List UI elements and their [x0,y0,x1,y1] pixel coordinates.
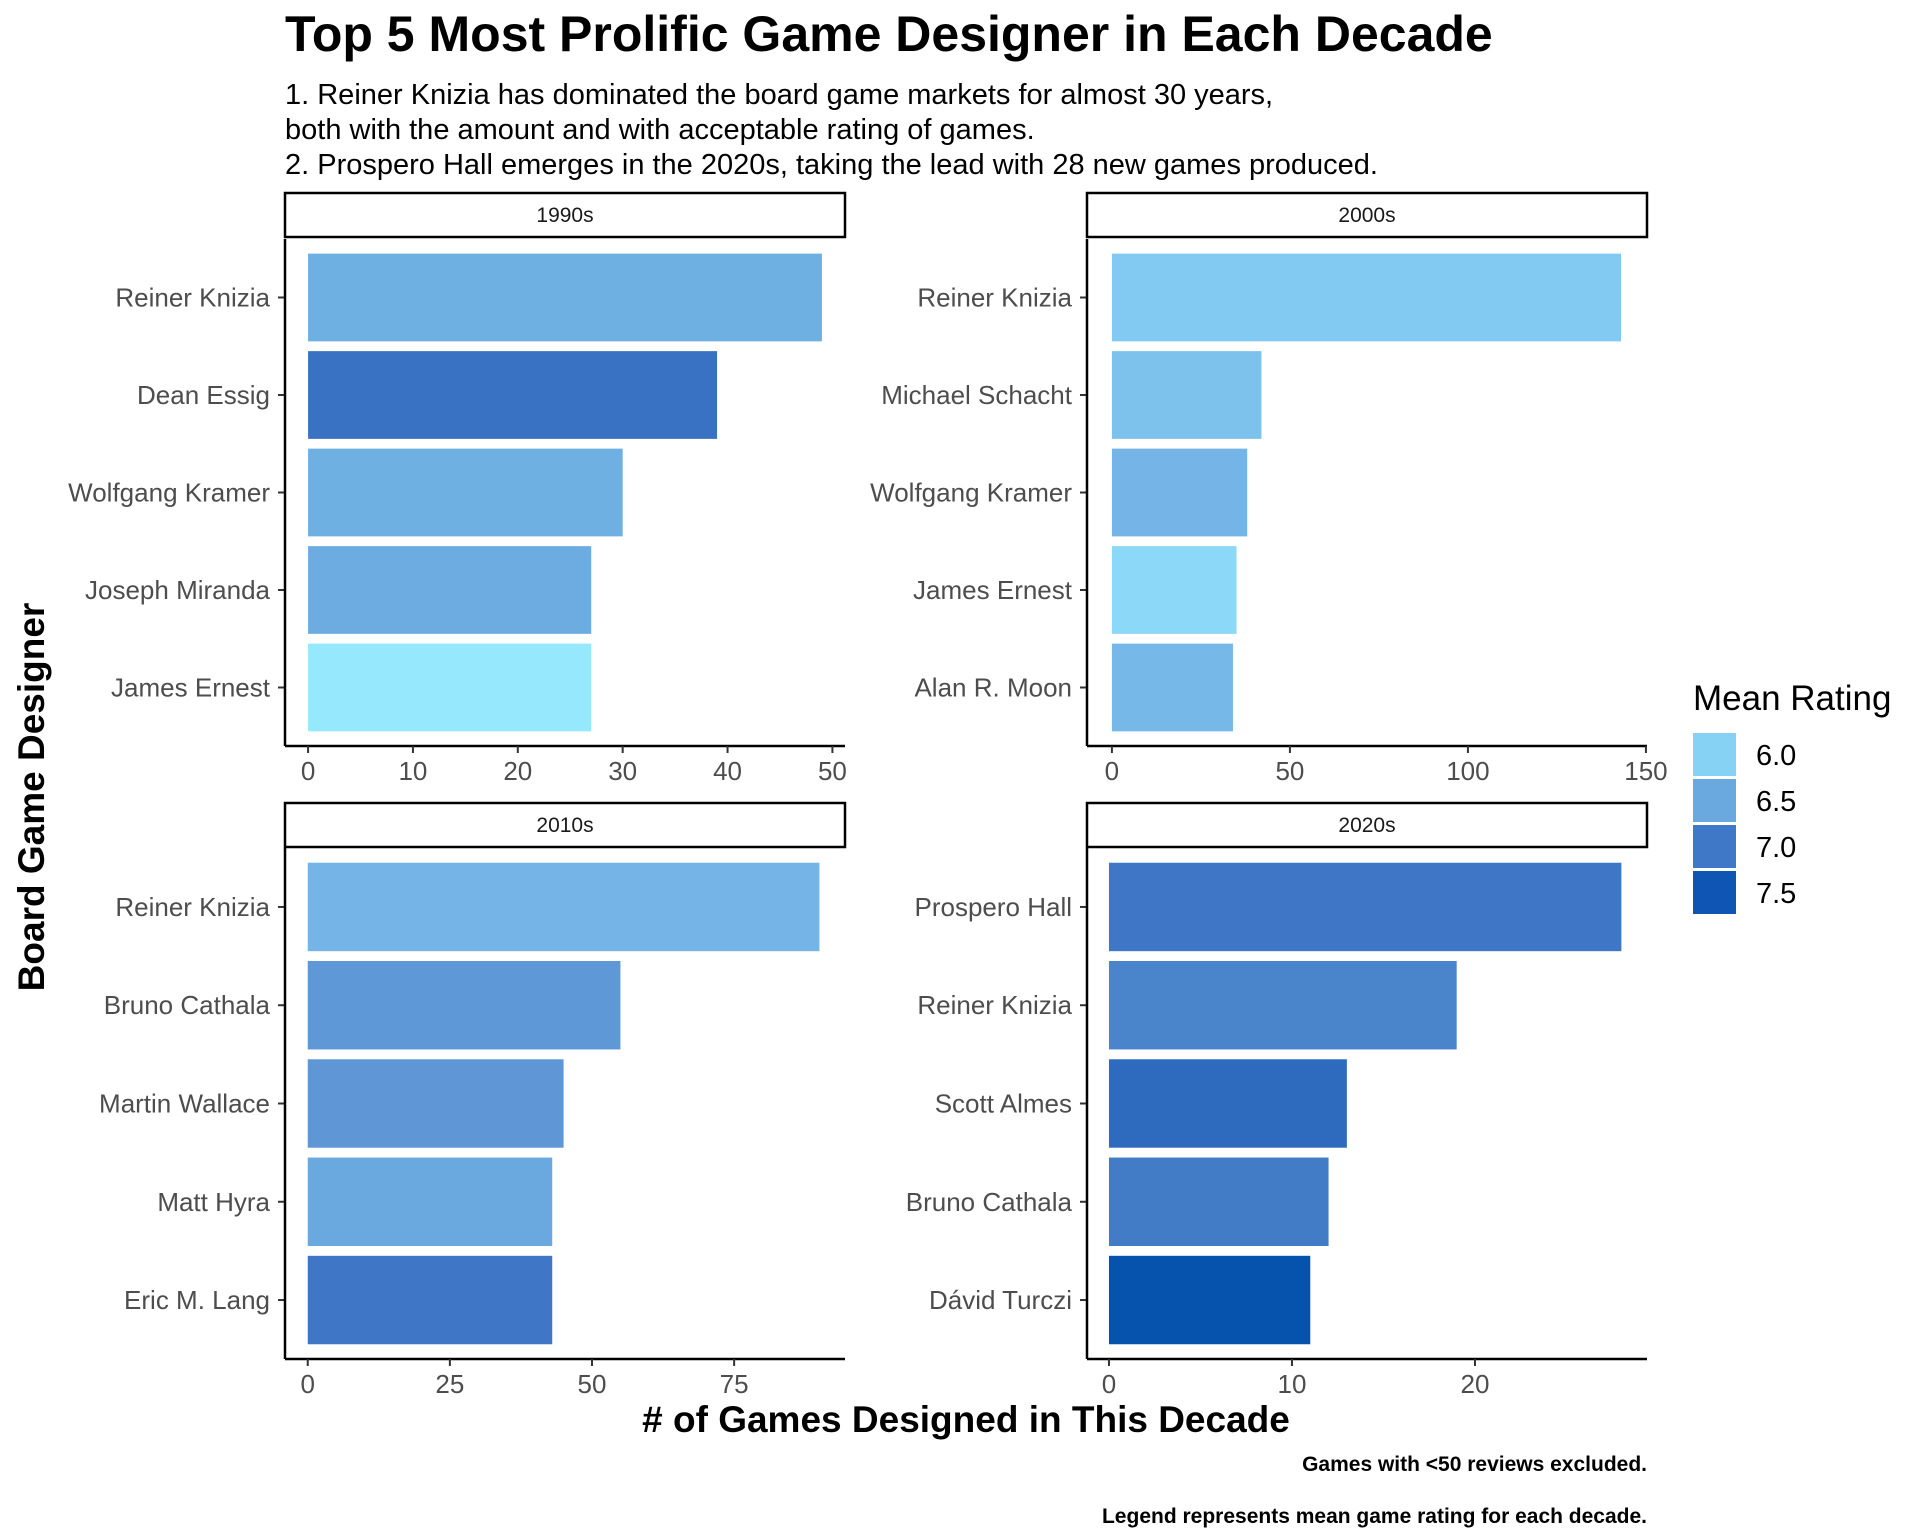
bar [308,448,623,537]
x-axis-title: # of Games Designed in This Decade [642,1399,1290,1440]
legend-swatch [1693,779,1736,822]
bar [307,1157,553,1246]
bar [307,1059,564,1148]
y-tick-label: James Ernest [913,575,1073,605]
y-tick-label: Bruno Cathala [104,990,271,1020]
bar [307,1255,553,1345]
y-tick-label: Dávid Turczi [929,1285,1072,1315]
subtitle-line: 2. Prospero Hall emerges in the 2020s, t… [285,149,1378,181]
facet-label: 1990s [536,204,593,227]
x-tick-label: 0 [301,756,315,786]
bar [1108,1255,1311,1345]
y-tick-label: Matt Hyra [157,1187,270,1217]
x-tick-label: 10 [1278,1369,1307,1399]
y-tick-label: Wolfgang Kramer [870,478,1072,508]
y-tick-label: Dean Essig [137,380,270,410]
x-tick-label: 30 [608,756,637,786]
legend-swatch [1693,733,1736,776]
x-tick-label: 20 [503,756,532,786]
subtitle-line: 1. Reiner Knizia has dominated the board… [285,79,1274,111]
y-tick-label: Reiner Knizia [917,990,1072,1020]
y-tick-label: Michael Schacht [881,380,1073,410]
x-tick-label: 0 [1105,756,1119,786]
y-tick-label: Reiner Knizia [115,892,270,922]
legend-label: 7.5 [1756,878,1796,910]
x-tick-label: 10 [398,756,427,786]
x-tick-label: 25 [435,1369,464,1399]
bar [1111,546,1237,634]
bar [1111,643,1233,732]
bar [1108,1059,1347,1148]
facet-strip [283,191,847,239]
facet-label: 2010s [536,814,593,837]
y-tick-label: Wolfgang Kramer [68,478,270,508]
y-tick-label: Eric M. Lang [124,1285,270,1315]
subtitle-line: both with the amount and with acceptable… [285,114,1035,146]
x-tick-label: 20 [1461,1369,1490,1399]
facet-strip [1085,801,1649,849]
x-tick-label: 50 [1275,756,1304,786]
y-tick-label: Scott Almes [935,1089,1072,1119]
bar [308,643,592,732]
facet-strip [283,801,847,849]
bar [308,351,718,439]
facet-strip [1085,191,1649,239]
y-tick-label: James Ernest [111,673,271,703]
legend-label: 6.5 [1756,786,1796,818]
x-tick-label: 50 [818,756,847,786]
bar [1108,961,1457,1050]
bar [307,961,621,1050]
chart-subtitle: 1. Reiner Knizia has dominated the board… [285,78,1378,183]
y-tick-label: Martin Wallace [99,1089,270,1119]
y-tick-label: Reiner Knizia [917,283,1072,313]
y-tick-label: Joseph Miranda [85,575,271,605]
bar [1111,253,1622,342]
x-tick-label: 0 [1102,1369,1116,1399]
chart-title: Top 5 Most Prolific Game Designer in Eac… [285,6,1493,62]
y-tick-label: Reiner Knizia [115,283,270,313]
x-tick-label: 150 [1624,756,1667,786]
bar [1111,448,1248,537]
bar [308,546,592,634]
y-tick-label: Prospero Hall [914,892,1072,922]
facet-label: 2020s [1338,814,1395,837]
y-tick-label: Bruno Cathala [906,1187,1073,1217]
bar [1108,1157,1329,1246]
x-tick-label: 75 [720,1369,749,1399]
x-tick-label: 0 [301,1369,315,1399]
legend-title: Mean Rating [1693,679,1891,718]
x-tick-label: 50 [578,1369,607,1399]
legend-label: 7.0 [1756,832,1796,864]
bar [308,253,822,342]
legend-swatch [1693,871,1736,914]
caption-legend-note: Legend represents mean game rating for e… [1101,1505,1647,1528]
legend-label: 6.0 [1756,740,1796,772]
x-tick-label: 40 [713,756,742,786]
bar [1111,351,1262,439]
y-tick-label: Alan R. Moon [914,673,1072,703]
bar [1108,862,1622,952]
legend-swatch [1693,825,1736,868]
caption-reviews-note: Games with <50 reviews excluded. [1302,1453,1647,1476]
bar [307,862,820,952]
facet-label: 2000s [1338,204,1395,227]
x-tick-label: 100 [1446,756,1489,786]
y-axis-title: Board Game Designer [11,603,52,992]
